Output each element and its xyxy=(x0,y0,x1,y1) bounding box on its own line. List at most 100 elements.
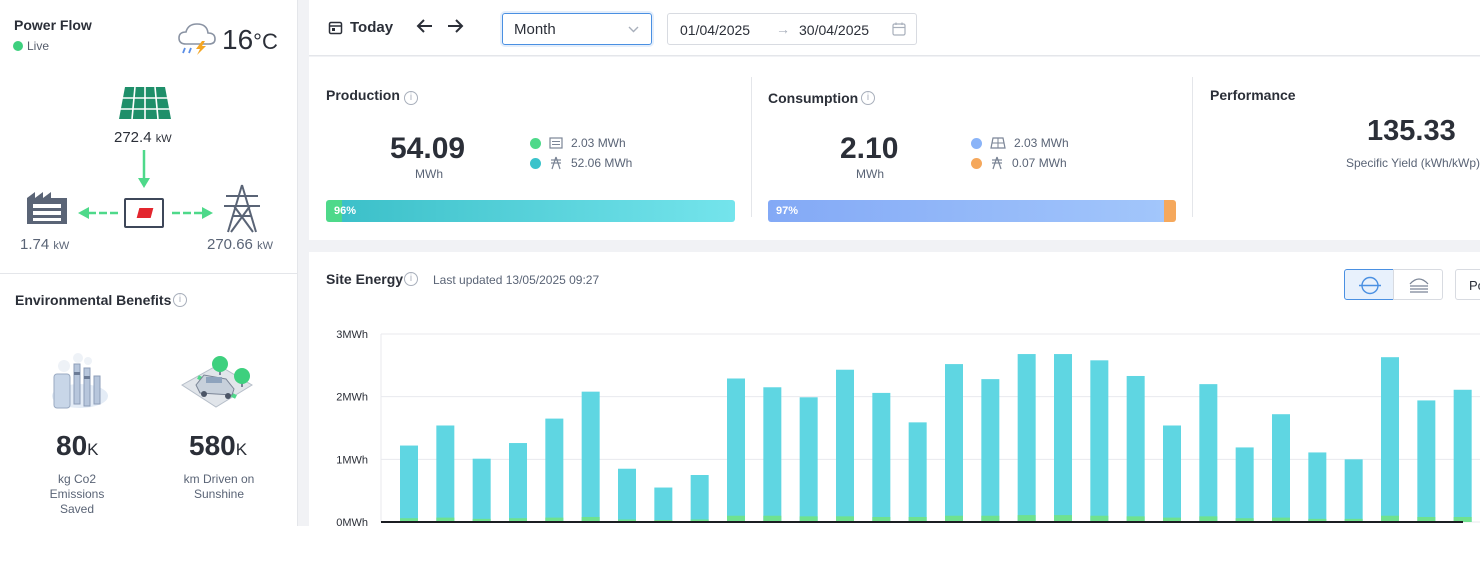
performance-value: 135.33 xyxy=(1367,115,1456,147)
chart-bar-self xyxy=(872,516,891,522)
production-bar-label: 96% xyxy=(334,205,357,217)
legend-dot xyxy=(971,157,982,169)
date-start[interactable]: 01/04/2025 xyxy=(680,22,751,38)
date-range-picker[interactable]: 01/04/2025 → 30/04/2025 xyxy=(667,13,917,45)
chart-bar-self xyxy=(1163,517,1181,522)
chart-bar-self xyxy=(472,518,491,522)
legend-dot xyxy=(530,137,541,149)
chart-bar xyxy=(581,391,600,522)
chart-bar xyxy=(727,378,745,522)
chart-view-toggle[interactable] xyxy=(1344,269,1394,300)
divider xyxy=(751,77,752,217)
solar-power: 272.4 kW xyxy=(114,129,172,146)
chart-bar xyxy=(509,443,527,522)
power-flow-title: Power Flow xyxy=(14,17,92,33)
chart-bar xyxy=(981,379,1000,522)
consumption-grid-value: 0.07 MWh xyxy=(1012,156,1067,170)
chart-bar xyxy=(1235,447,1254,522)
info-icon[interactable]: i xyxy=(861,91,875,105)
grid-power-unit: kW xyxy=(257,240,273,252)
chart-bar xyxy=(436,425,455,522)
info-icon[interactable]: i xyxy=(173,293,187,307)
chevron-down-icon xyxy=(628,22,639,36)
production-self-value: 2.03 MWh xyxy=(571,136,626,150)
env-benefits-title: Environmental Benefits xyxy=(15,292,172,308)
solar-power-value: 272.4 xyxy=(114,129,152,146)
flow-arrow-down-icon xyxy=(138,150,150,188)
inverter-icon xyxy=(124,198,164,228)
consumption-bar: 97% xyxy=(768,200,1176,222)
performance-label: Specific Yield (kWh/kWp) xyxy=(1346,156,1480,170)
prev-arrow-icon[interactable] xyxy=(415,16,435,40)
consumption-solar-value: 2.03 MWh xyxy=(1014,136,1069,150)
production-title: Production xyxy=(326,87,400,103)
building-icon xyxy=(549,137,563,149)
kpi-card: Production i 54.09 MWh 2.03 MWh 52.06 MW… xyxy=(309,57,1480,240)
live-dot xyxy=(13,41,23,51)
y-tick-label: 3MWh xyxy=(336,329,368,341)
consumption-solar-row: 2.03 MWh xyxy=(971,136,1069,150)
chart-bar xyxy=(1417,400,1436,522)
calendar-icon xyxy=(328,21,343,35)
today-button[interactable]: Today xyxy=(328,19,393,36)
live-label: Live xyxy=(27,39,50,53)
y-tick-label: 1MWh xyxy=(336,454,368,466)
chart-bar xyxy=(1272,414,1290,522)
chart-bar-self xyxy=(509,518,527,522)
next-arrow-icon[interactable] xyxy=(445,16,465,40)
period-select[interactable]: Month xyxy=(502,13,652,45)
date-toolbar: Today Month 01/04/2025 → 30/04/2025 xyxy=(309,0,1480,56)
production-self-row: 2.03 MWh xyxy=(530,136,626,150)
power-plant-icon xyxy=(46,352,110,419)
divider xyxy=(0,273,298,274)
chart-bar-self xyxy=(1017,515,1036,522)
info-icon[interactable]: i xyxy=(404,91,418,105)
chart-bar xyxy=(400,445,418,522)
car-icon xyxy=(180,355,254,416)
chart-bar xyxy=(618,468,636,522)
chart-bar-self xyxy=(1126,516,1145,522)
production-export-row: 52.06 MWh xyxy=(530,156,632,170)
last-updated: Last updated 13/05/2025 09:27 xyxy=(433,273,600,287)
chart-bar-self xyxy=(690,519,709,522)
chart-bar xyxy=(472,458,491,522)
chart-bar-self xyxy=(727,515,745,522)
chart-bar-self xyxy=(1090,515,1109,522)
site-energy-card: Site Energy i Last updated 13/05/2025 09… xyxy=(309,252,1480,526)
consumption-power-value: 1.74 xyxy=(20,236,50,253)
factory-icon xyxy=(25,190,69,231)
y-tick-label: 2MWh xyxy=(336,392,368,404)
period-value: Month xyxy=(514,21,556,38)
chart-bar-self xyxy=(436,517,455,522)
chart-bar xyxy=(799,397,818,522)
chart-bar-self xyxy=(836,516,854,522)
chart-bar-self xyxy=(1235,518,1254,522)
chart-bar-self xyxy=(581,516,600,522)
chart-bar xyxy=(1017,354,1036,522)
chart-bar-self xyxy=(1272,517,1290,522)
chart-bar-self xyxy=(545,517,564,522)
chart-bar-self xyxy=(1417,516,1436,522)
grid-power: 270.66 kW xyxy=(207,236,273,253)
km-driven-label: km Driven on Sunshine xyxy=(183,472,255,501)
consumption-view-toggle[interactable] xyxy=(1393,269,1443,300)
consumption-unit: MWh xyxy=(856,167,884,181)
more-button[interactable]: Po xyxy=(1455,269,1480,300)
today-label: Today xyxy=(350,19,394,36)
chart-bar-self xyxy=(799,516,818,522)
info-icon[interactable]: i xyxy=(404,272,418,286)
chart-bar-self xyxy=(763,515,782,522)
temperature: 16°C xyxy=(222,24,278,56)
legend-dot xyxy=(971,137,982,149)
chart-bar xyxy=(1453,389,1472,522)
chart-bar xyxy=(945,364,963,522)
y-tick-label: 0MWh xyxy=(336,517,368,526)
chart-bar-self xyxy=(1199,516,1218,522)
date-end[interactable]: 30/04/2025 xyxy=(799,22,870,38)
consumption-bar-solar xyxy=(768,200,1164,222)
chart-bar xyxy=(763,387,782,522)
chart-bar-self xyxy=(1054,515,1072,522)
chart-bar-self xyxy=(1381,515,1399,522)
chart-bar xyxy=(836,369,854,522)
chart-bar-self xyxy=(1308,518,1327,522)
